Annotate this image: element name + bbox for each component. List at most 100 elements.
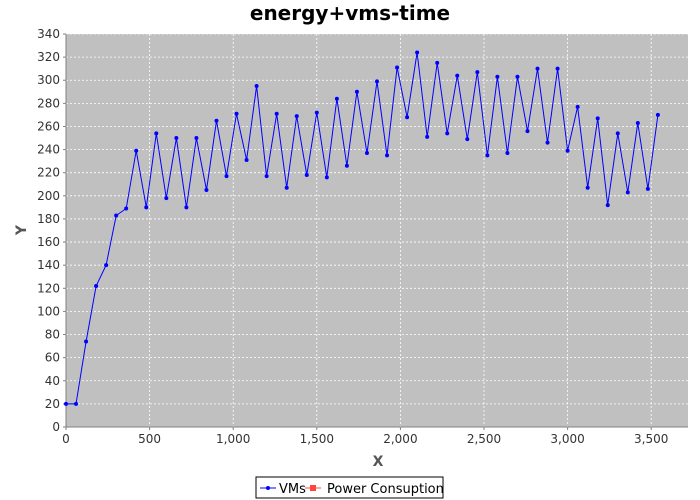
series-0-point-58 bbox=[645, 186, 650, 191]
y-tick-label-1: 20 bbox=[45, 397, 60, 411]
series-0-point-27 bbox=[334, 96, 339, 101]
series-0-point-55 bbox=[615, 131, 620, 136]
series-0-point-43 bbox=[495, 74, 500, 79]
legend-box bbox=[255, 476, 444, 499]
series-0-point-7 bbox=[134, 148, 139, 153]
x-tick-label-2: 1,000 bbox=[216, 432, 250, 446]
y-tick-label-13: 260 bbox=[37, 119, 60, 133]
series-0-point-17 bbox=[234, 111, 239, 116]
series-0-point-9 bbox=[154, 131, 159, 136]
x-tick-label-7: 3,500 bbox=[634, 432, 668, 446]
series-0-point-5 bbox=[114, 213, 119, 218]
y-tick-label-9: 180 bbox=[37, 212, 60, 226]
x-tick-label-0: 0 bbox=[62, 432, 70, 446]
series-0-point-38 bbox=[445, 131, 450, 136]
series-0-point-8 bbox=[144, 205, 149, 210]
series-0-point-16 bbox=[224, 174, 229, 179]
legend-vms-marker bbox=[266, 486, 270, 490]
series-0-point-40 bbox=[465, 137, 470, 142]
x-axis-label: X bbox=[373, 454, 384, 470]
series-0-point-0 bbox=[64, 401, 68, 406]
series-0-point-35 bbox=[415, 50, 420, 55]
series-0-point-53 bbox=[595, 116, 600, 121]
y-tick-label-0: 0 bbox=[52, 420, 60, 434]
series-0-point-21 bbox=[274, 111, 279, 116]
series-0-point-49 bbox=[555, 66, 560, 71]
series-0-point-29 bbox=[354, 89, 359, 94]
y-tick-label-15: 300 bbox=[37, 73, 60, 87]
series-0-point-24 bbox=[304, 173, 309, 178]
series-0-point-30 bbox=[364, 151, 369, 156]
series-0-point-46 bbox=[525, 129, 530, 134]
series-0-point-14 bbox=[204, 188, 209, 193]
series-0-point-33 bbox=[395, 65, 400, 70]
series-0-point-57 bbox=[635, 121, 640, 126]
grid-lines bbox=[65, 33, 688, 428]
x-tick-label-1: 500 bbox=[138, 432, 161, 446]
legend-vms-label: VMs bbox=[279, 482, 306, 497]
y-tick-label-6: 120 bbox=[37, 281, 60, 295]
chart-title: energy+vms-time bbox=[250, 1, 450, 25]
series-0-point-37 bbox=[435, 60, 440, 65]
tick-labels: 0 500 1,000 1,500 2,000 2,500 3,000 3,500 0 20 40 6… bbox=[37, 27, 668, 446]
y-tick-label-11: 220 bbox=[37, 166, 60, 180]
y-tick-label-10: 200 bbox=[37, 189, 60, 203]
series-0-point-44 bbox=[505, 151, 510, 156]
series-0-point-42 bbox=[485, 153, 490, 158]
y-tick-label-17: 340 bbox=[37, 27, 60, 41]
series-0-point-52 bbox=[585, 185, 590, 190]
y-tick-label-14: 280 bbox=[37, 96, 60, 110]
axes bbox=[65, 34, 688, 428]
series-0-point-48 bbox=[545, 140, 550, 145]
x-tick-label-3: 1,500 bbox=[300, 432, 334, 446]
y-tick-label-8: 160 bbox=[37, 235, 60, 249]
y-axis-label: Y bbox=[14, 224, 30, 236]
series-0-point-59 bbox=[655, 112, 660, 117]
series-0-point-32 bbox=[385, 153, 390, 158]
series-0-point-41 bbox=[475, 70, 480, 75]
series-0-point-3 bbox=[94, 283, 99, 288]
series-0-point-26 bbox=[324, 175, 329, 180]
y-tick-label-2: 40 bbox=[45, 374, 60, 388]
legend-power-marker bbox=[310, 485, 316, 491]
x-tick-label-4: 2,000 bbox=[383, 432, 417, 446]
series-0-point-36 bbox=[425, 134, 430, 139]
x-tick-label-6: 3,000 bbox=[550, 432, 584, 446]
series-0-point-20 bbox=[264, 174, 269, 179]
legend-power-label: Power Consuption bbox=[327, 482, 444, 497]
series-0-point-45 bbox=[515, 74, 520, 79]
series-0-point-2 bbox=[84, 339, 89, 344]
series-0-point-13 bbox=[194, 136, 199, 141]
series-layer bbox=[64, 50, 660, 406]
y-tick-label-7: 140 bbox=[37, 258, 60, 272]
series-0-point-23 bbox=[294, 114, 299, 119]
series-0-point-51 bbox=[575, 104, 580, 109]
series-0-point-15 bbox=[214, 118, 219, 123]
legend: VMs Power Consuption bbox=[255, 476, 444, 499]
series-0-point-28 bbox=[344, 163, 349, 168]
series-0-point-6 bbox=[124, 206, 129, 211]
plot-area bbox=[66, 34, 688, 427]
series-0-point-50 bbox=[565, 148, 570, 153]
series-0-point-25 bbox=[314, 110, 319, 115]
series-0-point-10 bbox=[164, 196, 169, 201]
series-0-point-1 bbox=[74, 401, 79, 406]
series-0-point-11 bbox=[174, 136, 179, 141]
series-0-point-56 bbox=[625, 190, 630, 195]
series-0-point-12 bbox=[184, 205, 189, 210]
y-tick-label-4: 80 bbox=[45, 328, 60, 342]
series-0-point-22 bbox=[284, 185, 289, 190]
y-tick-label-5: 100 bbox=[37, 304, 60, 318]
y-tick-label-12: 240 bbox=[37, 143, 60, 157]
series-0-point-19 bbox=[254, 84, 259, 89]
x-tick-label-5: 2,500 bbox=[467, 432, 501, 446]
series-0-point-47 bbox=[535, 66, 540, 71]
series-line-0 bbox=[66, 52, 659, 405]
series-0-point-18 bbox=[244, 157, 249, 162]
series-0-point-54 bbox=[605, 203, 610, 208]
y-tick-label-16: 320 bbox=[37, 50, 60, 64]
series-0-point-4 bbox=[104, 263, 109, 268]
series-0-point-34 bbox=[405, 115, 410, 120]
